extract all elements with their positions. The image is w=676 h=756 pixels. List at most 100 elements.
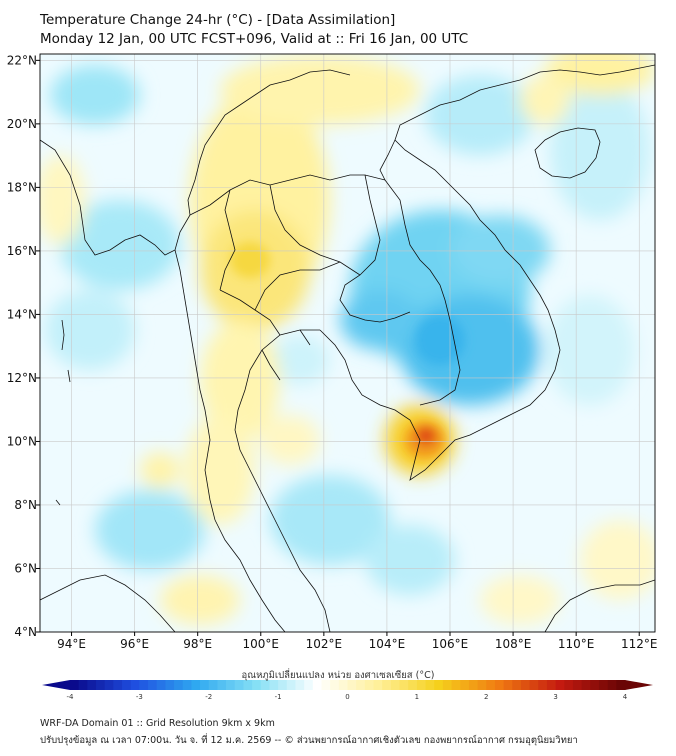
colorbar-segment xyxy=(148,680,158,690)
lon-tick-label: 110°E xyxy=(558,637,595,651)
colorbar-segment xyxy=(442,680,453,690)
colorbar-segment xyxy=(278,680,288,690)
colorbar-tick-label: -1 xyxy=(275,693,282,701)
colorbar-segment xyxy=(321,680,331,690)
colorbar-tick-label: 2 xyxy=(484,693,488,701)
colorbar-segment xyxy=(330,680,340,690)
colorbar-tick-labels: -4 -3 -2 -1 0 1 2 3 4 xyxy=(67,693,628,701)
colorbar-max-extend xyxy=(625,680,653,690)
colorbar-segment xyxy=(122,680,132,690)
lon-tick-label: 94°E xyxy=(57,637,86,651)
colorbar-tick-label: -3 xyxy=(136,693,143,701)
map-frame xyxy=(39,53,656,633)
lat-tick-label: 4°N xyxy=(14,625,37,639)
colorbar-segment xyxy=(208,680,218,690)
colorbar-segment xyxy=(200,680,210,690)
colorbar-segment xyxy=(373,680,383,690)
colorbar-segment xyxy=(546,680,557,690)
colorbar-segment xyxy=(139,680,149,690)
footer-credit: ปรับปรุงข้อมูล ณ เวลา 07:00น. วัน จ. ที่… xyxy=(40,735,578,746)
colorbar-segment xyxy=(182,680,192,690)
colorbar-segment xyxy=(512,680,522,690)
colorbar-segment xyxy=(572,680,583,690)
lat-tick-label: 10°N xyxy=(7,434,37,448)
lat-tick-label: 22°N xyxy=(7,53,37,67)
colorbar-segment xyxy=(113,680,123,690)
colorbar-segment xyxy=(234,680,244,690)
colorbar-segment xyxy=(269,680,279,690)
colorbar-segment xyxy=(304,680,314,690)
lon-tick-label: 108°E xyxy=(495,637,532,651)
colorbar-segment xyxy=(78,680,88,690)
colorbar-segment xyxy=(356,680,366,690)
lon-tick-label: 96°E xyxy=(120,637,149,651)
colorbar-segment xyxy=(460,680,470,690)
colorbar-segment xyxy=(70,680,80,690)
colorbar-segment xyxy=(390,680,401,690)
colorbar-segment xyxy=(520,680,531,690)
colorbar-segment xyxy=(425,680,435,690)
colorbar-segment xyxy=(295,680,305,690)
map-gridlines xyxy=(40,54,655,632)
colorbar-segment xyxy=(104,680,114,690)
colorbar-segment xyxy=(96,680,106,690)
colorbar-segment xyxy=(468,680,479,690)
colorbar-tick-label: 0 xyxy=(345,693,349,701)
colorbar-tick-label: -2 xyxy=(205,693,212,701)
colorbar-segment xyxy=(590,680,600,690)
colorbar-segment xyxy=(538,680,548,690)
chart-subtitle: Monday 12 Jan, 00 UTC FCST+096, Valid at… xyxy=(40,31,469,47)
coastlines xyxy=(40,64,655,632)
lon-tick-label: 106°E xyxy=(432,637,469,651)
lat-tick-label: 12°N xyxy=(7,371,37,385)
colorbar-segment xyxy=(598,680,609,690)
colorbar-segment xyxy=(555,680,565,690)
lon-tick-label: 98°E xyxy=(183,637,212,651)
colorbar-tick-label: 1 xyxy=(415,693,419,701)
colorbar-min-extend xyxy=(42,680,70,690)
colorbar-tick-label: -4 xyxy=(67,693,75,701)
colorbar-segment xyxy=(286,680,296,690)
colorbar-segment xyxy=(564,680,574,690)
lat-tick-label: 6°N xyxy=(14,561,37,575)
colorbar-segment xyxy=(226,680,236,690)
footer-model-info: WRF-DA Domain 01 :: Grid Resolution 9km … xyxy=(40,718,275,729)
colorbar-segment xyxy=(581,680,591,690)
colorbar-label: อุณหภูมิเปลี่ยนแปลง หน่วย องศาเซลเซียส (… xyxy=(241,670,435,681)
colorbar-segment xyxy=(260,680,270,690)
lon-tick-label: 104°E xyxy=(369,637,406,651)
colorbar-segment xyxy=(130,680,140,690)
temperature-field xyxy=(40,54,655,632)
colorbar-segment xyxy=(477,680,487,690)
latitude-tick-labels: 4°N 6°N 8°N 10°N 12°N 14°N 16°N 18°N 20°N 22°N xyxy=(7,53,40,639)
colorbar: -4 -3 -2 -1 0 1 2 3 4 xyxy=(42,680,653,701)
colorbar-segment xyxy=(252,680,262,690)
colorbar-segment xyxy=(312,680,322,690)
colorbar-segment xyxy=(408,680,418,690)
colorbar-segment xyxy=(165,680,175,690)
colorbar-segment xyxy=(156,680,166,690)
colorbar-segment xyxy=(191,680,201,690)
lat-tick-label: 18°N xyxy=(7,180,37,194)
lat-tick-label: 16°N xyxy=(7,244,37,258)
colorbar-segment xyxy=(416,680,427,690)
colorbar-segment xyxy=(174,680,184,690)
lon-tick-label: 100°E xyxy=(243,637,280,651)
colorbar-segment xyxy=(616,680,626,690)
lon-tick-label: 112°E xyxy=(621,637,658,651)
colorbar-tick-label: 3 xyxy=(553,693,557,701)
lat-tick-label: 20°N xyxy=(7,117,37,131)
colorbar-segment xyxy=(347,680,357,690)
colorbar-segment xyxy=(338,680,348,690)
lat-tick-label: 8°N xyxy=(14,498,37,512)
lat-tick-label: 14°N xyxy=(7,307,37,321)
colorbar-segment xyxy=(607,680,617,690)
colorbar-segment xyxy=(503,680,513,690)
lon-tick-label: 102°E xyxy=(306,637,343,651)
colorbar-segment xyxy=(364,680,375,690)
colorbar-segment xyxy=(87,680,97,690)
colorbar-tick-label: 4 xyxy=(623,693,628,701)
longitude-tick-labels: 94°E 96°E 98°E 100°E 102°E 104°E 106°E 108°E 110… xyxy=(57,632,657,651)
colorbar-segment xyxy=(434,680,444,690)
colorbar-segment xyxy=(529,680,539,690)
